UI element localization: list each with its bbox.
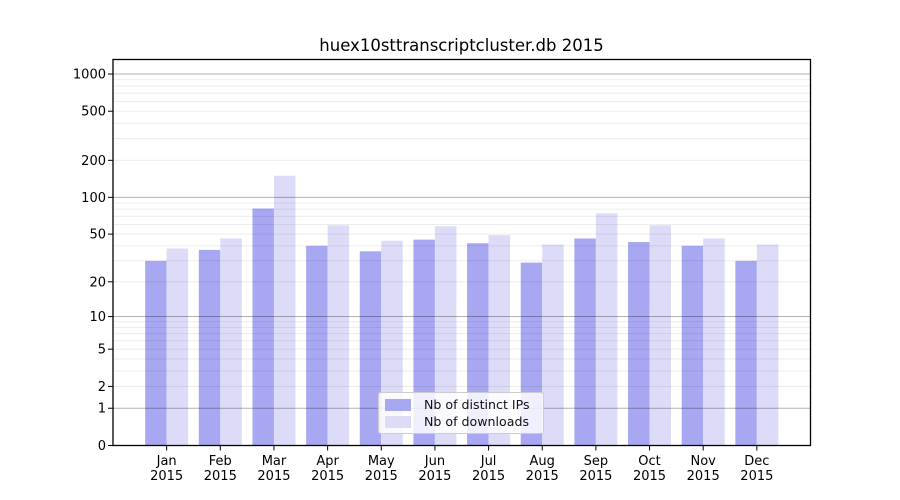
bar-feb-distinct-ips	[198, 249, 221, 446]
x-tick-label-month: Apr	[316, 454, 339, 469]
bar-may-distinct-ips	[359, 251, 382, 446]
bar-apr-downloads	[327, 225, 350, 446]
x-tick-label-month: Feb	[209, 454, 232, 469]
x-tick-label-month: Jul	[480, 454, 497, 469]
gridlines-layer	[113, 73, 811, 409]
bar-sep-distinct-ips	[574, 238, 596, 446]
bar-jan-distinct-ips	[145, 260, 167, 446]
bar-mar-distinct-ips	[252, 208, 274, 446]
bar-apr-distinct-ips	[306, 245, 328, 446]
x-tick-label-year: 2015	[740, 469, 773, 484]
x-tick-label-year: 2015	[204, 469, 237, 484]
chart-title: huex10sttranscriptcluster.db 2015	[319, 36, 604, 55]
x-tick-label-year: 2015	[150, 469, 183, 484]
y-tick-label: 200	[81, 154, 106, 169]
x-tick-label-month: Oct	[638, 454, 660, 469]
x-tick-label-month: Dec	[744, 454, 769, 469]
bar-oct-downloads	[649, 225, 672, 446]
x-tick-label-month: Nov	[691, 454, 717, 469]
bar-oct-distinct-ips	[628, 242, 650, 446]
x-tick-label-month: Jun	[424, 454, 445, 469]
plot-frame	[112, 58, 812, 447]
y-tick-label: 50	[89, 228, 106, 243]
legend-swatch-distinct-ips-icon	[385, 398, 411, 411]
bar-dec-downloads	[756, 244, 779, 446]
x-tick-label-year: 2015	[526, 469, 559, 484]
bar-sep-downloads	[595, 213, 618, 446]
legend-label-distinct-ips: Nb of distinct IPs	[424, 397, 530, 412]
y-tick-label: 0	[98, 439, 106, 454]
x-tick-label-month: Mar	[262, 454, 287, 469]
x-tick-label-year: 2015	[418, 469, 451, 484]
bar-nov-distinct-ips	[681, 245, 704, 446]
x-tick-label-month: Aug	[530, 454, 555, 469]
bar-feb-downloads	[220, 238, 242, 446]
x-tick-label-year: 2015	[633, 469, 666, 484]
legend: Nb of distinct IPs Nb of downloads	[378, 392, 544, 434]
x-tick-label-month: Sep	[584, 454, 609, 469]
bar-aug-downloads	[542, 244, 564, 446]
bar-dec-distinct-ips	[735, 260, 757, 446]
y-tick-label: 10	[89, 310, 106, 325]
legend-item-distinct-ips: Nb of distinct IPs	[385, 398, 537, 411]
y-tick-label: 20	[89, 275, 106, 290]
bar-jun-downloads	[434, 226, 457, 446]
legend-label-downloads: Nb of downloads	[424, 414, 530, 429]
bar-mar-downloads	[273, 175, 296, 446]
y-tick-label: 1	[98, 402, 106, 417]
x-tick-label-month: May	[368, 454, 395, 469]
legend-swatch-downloads-icon	[385, 415, 411, 428]
bar-nov-downloads	[703, 238, 725, 446]
axes-layer: 01251020501002005001000Jan2015Feb2015Mar…	[73, 58, 812, 484]
y-tick-label: 100	[81, 191, 106, 206]
legend-item-downloads: Nb of downloads	[385, 415, 537, 428]
x-tick-label-year: 2015	[257, 469, 290, 484]
x-tick-label-month: Jan	[156, 454, 177, 469]
y-tick-label: 1000	[73, 68, 106, 83]
y-tick-label: 2	[98, 380, 106, 395]
x-tick-label-year: 2015	[365, 469, 398, 484]
x-tick-label-year: 2015	[311, 469, 344, 484]
y-tick-label: 5	[98, 343, 106, 358]
x-tick-label-year: 2015	[472, 469, 505, 484]
y-tick-label: 500	[81, 105, 106, 120]
bar-jan-downloads	[166, 248, 189, 446]
x-tick-label-year: 2015	[687, 469, 720, 484]
x-tick-label-year: 2015	[579, 469, 612, 484]
